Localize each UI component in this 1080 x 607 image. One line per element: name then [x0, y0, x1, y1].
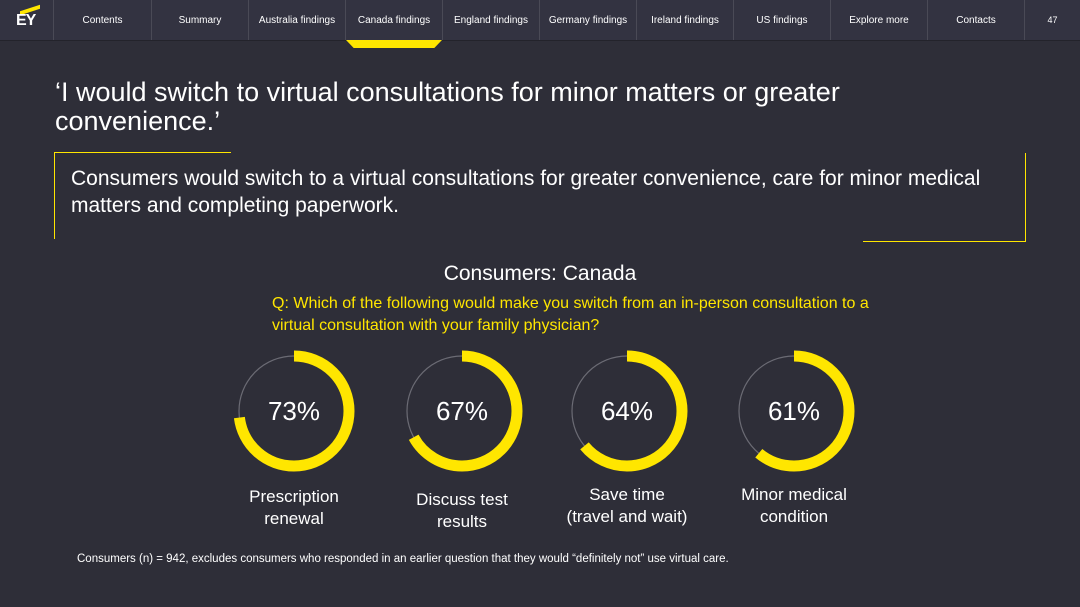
page-headline: ‘I would switch to virtual consultations…	[55, 77, 840, 136]
donut-category-label: Minor medical condition	[714, 484, 874, 528]
donut-value-label: 64%	[601, 396, 653, 426]
donut-arc	[566, 350, 688, 472]
nav-item-us-findings[interactable]: US findings	[734, 0, 831, 40]
chart-title: Consumers: Canada	[443, 262, 637, 285]
donut-2: 67%	[401, 350, 523, 472]
nav-item-contents[interactable]: Contents	[54, 0, 152, 40]
donut-category-label: Save time (travel and wait)	[547, 484, 707, 528]
donut-category-label: Prescription renewal	[214, 486, 374, 530]
ey-logo[interactable]: EY	[0, 0, 54, 40]
category-label-line: Discuss test	[416, 490, 508, 509]
category-label-line: renewal	[264, 509, 324, 528]
frame-corner-bottom-right	[863, 241, 1026, 242]
category-label-line: results	[436, 512, 488, 531]
donut-arc	[401, 350, 523, 472]
nav-item-england-findings[interactable]: England findings	[443, 0, 540, 40]
page-number: 47	[1047, 15, 1058, 25]
donut-arc	[233, 350, 355, 472]
nav-item-germany-findings[interactable]: Germany findings	[540, 0, 637, 40]
frame-corner-left	[54, 152, 55, 239]
footnote: Consumers (n) = 942, excludes consumers …	[77, 553, 729, 565]
donut-arc	[733, 350, 855, 472]
nav-item-canada-findings[interactable]: Canada findings	[346, 0, 443, 40]
donut-category-label: Discuss test results	[382, 489, 542, 533]
nav-item-contacts[interactable]: Contacts	[928, 0, 1025, 40]
donut-4: 61%	[733, 350, 855, 472]
survey-question: Q: Which of the following would make you…	[272, 295, 869, 334]
category-label-line: Save time	[589, 485, 665, 504]
donut-value-label: 67%	[436, 396, 488, 426]
donut-1: 73%	[233, 350, 355, 472]
donut-3: 64%	[566, 350, 688, 472]
category-label-line: Prescription	[249, 487, 339, 506]
top-navigation: EY Contents Summary Australia findings Cana…	[0, 0, 1080, 41]
donut-value-label: 73%	[268, 396, 320, 426]
summary-text: Consumers would switch to a virtual cons…	[71, 167, 981, 217]
frame-corner-top-left	[54, 152, 231, 153]
donut-value-label: 61%	[768, 396, 820, 426]
nav-item-ireland-findings[interactable]: Ireland findings	[637, 0, 734, 40]
nav-item-summary[interactable]: Summary	[152, 0, 249, 40]
category-label-line: Minor medical	[741, 485, 847, 504]
frame-corner-right	[1025, 153, 1026, 242]
nav-item-explore-more[interactable]: Explore more	[831, 0, 928, 40]
category-label-line: (travel and wait)	[566, 507, 688, 526]
logo-text: EY	[16, 12, 36, 29]
category-label-line: condition	[759, 507, 829, 526]
